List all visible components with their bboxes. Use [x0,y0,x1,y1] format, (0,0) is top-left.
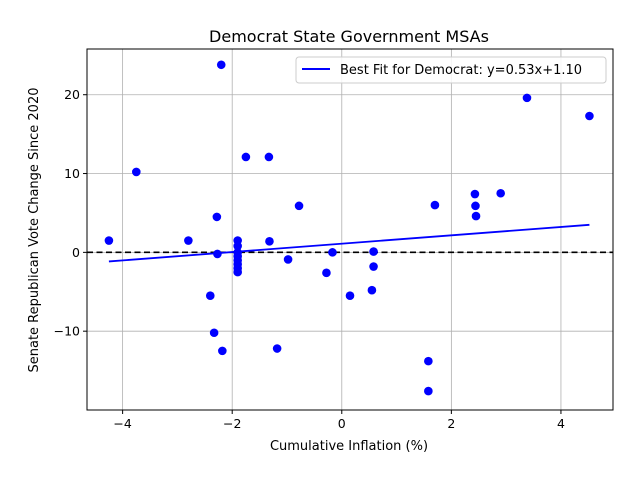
scatter-point [424,386,433,396]
scatter-point [585,111,594,121]
x-tick-label: 0 [338,416,346,431]
scatter-point [322,268,331,278]
scatter-point [470,189,480,199]
scatter-point [265,237,274,246]
legend-entry-label: Best Fit for Democrat: y=0.53x+1.10 [340,63,582,78]
scatter-point [369,262,378,271]
scatter-point [369,247,378,256]
scatter-point [424,356,433,366]
scatter-point [218,346,227,356]
scatter-point [496,188,505,198]
scatter-point [216,60,226,70]
y-tick-label: 20 [64,87,80,102]
scatter-point [184,236,193,245]
x-tick-label: 2 [447,416,455,431]
scatter-point [283,255,293,264]
scatter-point [213,249,222,259]
scatter-point [272,344,282,353]
scatter-point [430,200,440,210]
x-axis-label: Cumulative Inflation (%) [270,439,428,454]
x-tick-label: −4 [113,416,131,431]
scatter-point [471,201,480,211]
scatter-point [241,152,251,162]
x-tick-label: −2 [223,416,241,431]
scatter-point [367,285,377,295]
y-axis-ticks: −10 0 10 20 [54,87,87,339]
best-fit-line-path [108,223,590,263]
scatter-point [522,93,532,103]
x-axis-ticks: −4 −2 0 2 4 [113,410,565,431]
legend: Best Fit for Democrat: y=0.53x+1.10 [295,56,607,84]
scatter-points [104,60,594,396]
scatter-point [104,236,114,245]
y-axis-label: Senate Republican Vote Change Since 2020 [27,87,42,372]
scatter-point [328,248,337,257]
y-tick-label: 0 [72,245,80,260]
scatter-point [233,267,242,277]
scatter-point [205,291,215,301]
y-tick-label: −10 [54,324,80,339]
scatter-point [132,167,141,177]
scatter-point [233,241,242,251]
legend-box [295,56,607,84]
x-tick-label: 4 [557,416,565,431]
scatter-point [294,201,304,211]
scatter-point [471,211,481,221]
chart-title: Democrat State Government MSAs [209,27,489,46]
y-tick-label: 10 [64,166,80,181]
best-fit-line [108,223,590,263]
scatter-point [209,328,219,338]
scatter-point [345,291,355,301]
plot-frame [86,48,614,411]
scatter-point [212,212,222,222]
scatter-point [264,152,274,162]
